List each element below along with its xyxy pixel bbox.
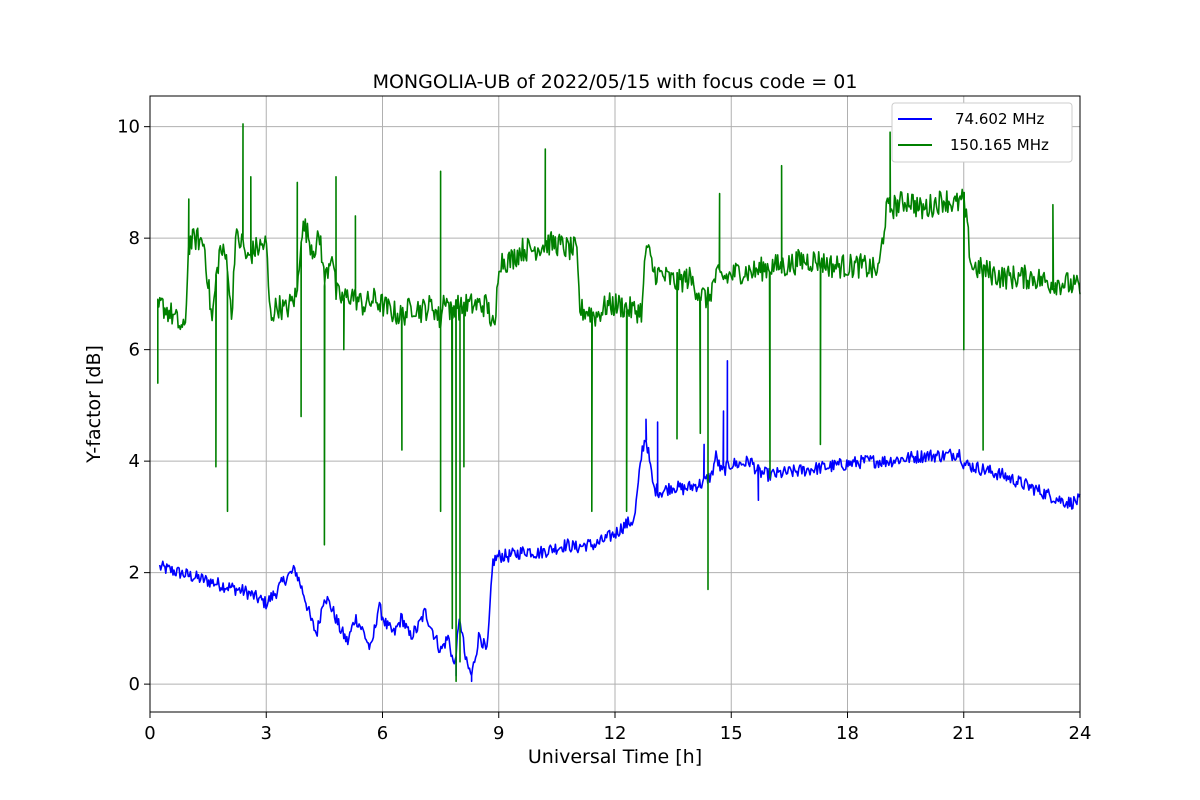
x-tick-label: 6 [377,723,388,744]
y-ticks: 0 2 4 6 8 10 [117,117,150,695]
chart-title: MONGOLIA-UB of 2022/05/15 with focus cod… [373,71,858,93]
series-line-74mhz [158,360,1081,683]
x-tick-label: 24 [1069,723,1092,744]
y-tick-label: 0 [129,674,140,695]
x-tick-label: 21 [952,723,975,744]
y-tick-label: 8 [129,228,140,249]
legend-label-150mhz: 150.165 MHz [950,136,1049,154]
y-tick-label: 2 [129,563,140,584]
x-tick-label: 18 [836,723,859,744]
x-tick-label: 9 [493,723,504,744]
legend-box [891,102,1073,163]
legend-label-74mhz: 74.602 MHz [955,110,1044,128]
y-tick-label: 10 [117,117,140,138]
x-ticks: 0 3 6 9 12 15 18 21 24 [144,712,1091,744]
x-axis-label: Universal Time [h] [528,746,702,768]
y-axis-label: Y-factor [dB] [83,345,105,464]
series-layer [157,123,1081,683]
y-tick-label: 4 [129,451,140,472]
x-tick-label: 15 [720,723,743,744]
legend: 74.602 MHz 150.165 MHz [891,102,1073,163]
x-tick-label: 3 [261,723,272,744]
y-tick-label: 6 [129,340,140,361]
x-tick-label: 0 [144,723,155,744]
x-tick-label: 12 [604,723,627,744]
series-line-150mhz [157,123,1081,683]
